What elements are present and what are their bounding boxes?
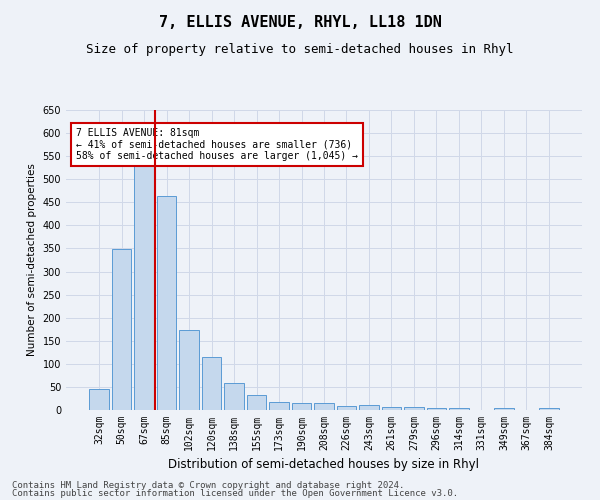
Bar bbox=[292, 403, 311, 410]
Bar bbox=[449, 408, 469, 410]
Bar bbox=[202, 357, 221, 410]
Text: Size of property relative to semi-detached houses in Rhyl: Size of property relative to semi-detach… bbox=[86, 42, 514, 56]
X-axis label: Distribution of semi-detached houses by size in Rhyl: Distribution of semi-detached houses by … bbox=[169, 458, 479, 471]
Text: 7, ELLIS AVENUE, RHYL, LL18 1DN: 7, ELLIS AVENUE, RHYL, LL18 1DN bbox=[158, 15, 442, 30]
Bar bbox=[89, 389, 109, 410]
Bar bbox=[427, 408, 446, 410]
Text: Contains HM Land Registry data © Crown copyright and database right 2024.: Contains HM Land Registry data © Crown c… bbox=[12, 480, 404, 490]
Bar bbox=[539, 408, 559, 410]
Bar bbox=[494, 408, 514, 410]
Bar bbox=[404, 407, 424, 410]
Bar bbox=[134, 163, 154, 410]
Text: 7 ELLIS AVENUE: 81sqm
← 41% of semi-detached houses are smaller (736)
58% of sem: 7 ELLIS AVENUE: 81sqm ← 41% of semi-deta… bbox=[76, 128, 358, 161]
Y-axis label: Number of semi-detached properties: Number of semi-detached properties bbox=[27, 164, 37, 356]
Bar bbox=[314, 403, 334, 410]
Bar bbox=[247, 395, 266, 410]
Text: Contains public sector information licensed under the Open Government Licence v3: Contains public sector information licen… bbox=[12, 489, 458, 498]
Bar bbox=[337, 406, 356, 410]
Bar bbox=[224, 383, 244, 410]
Bar bbox=[112, 250, 131, 410]
Bar bbox=[179, 330, 199, 410]
Bar bbox=[269, 402, 289, 410]
Bar bbox=[157, 196, 176, 410]
Bar bbox=[359, 406, 379, 410]
Bar bbox=[382, 407, 401, 410]
